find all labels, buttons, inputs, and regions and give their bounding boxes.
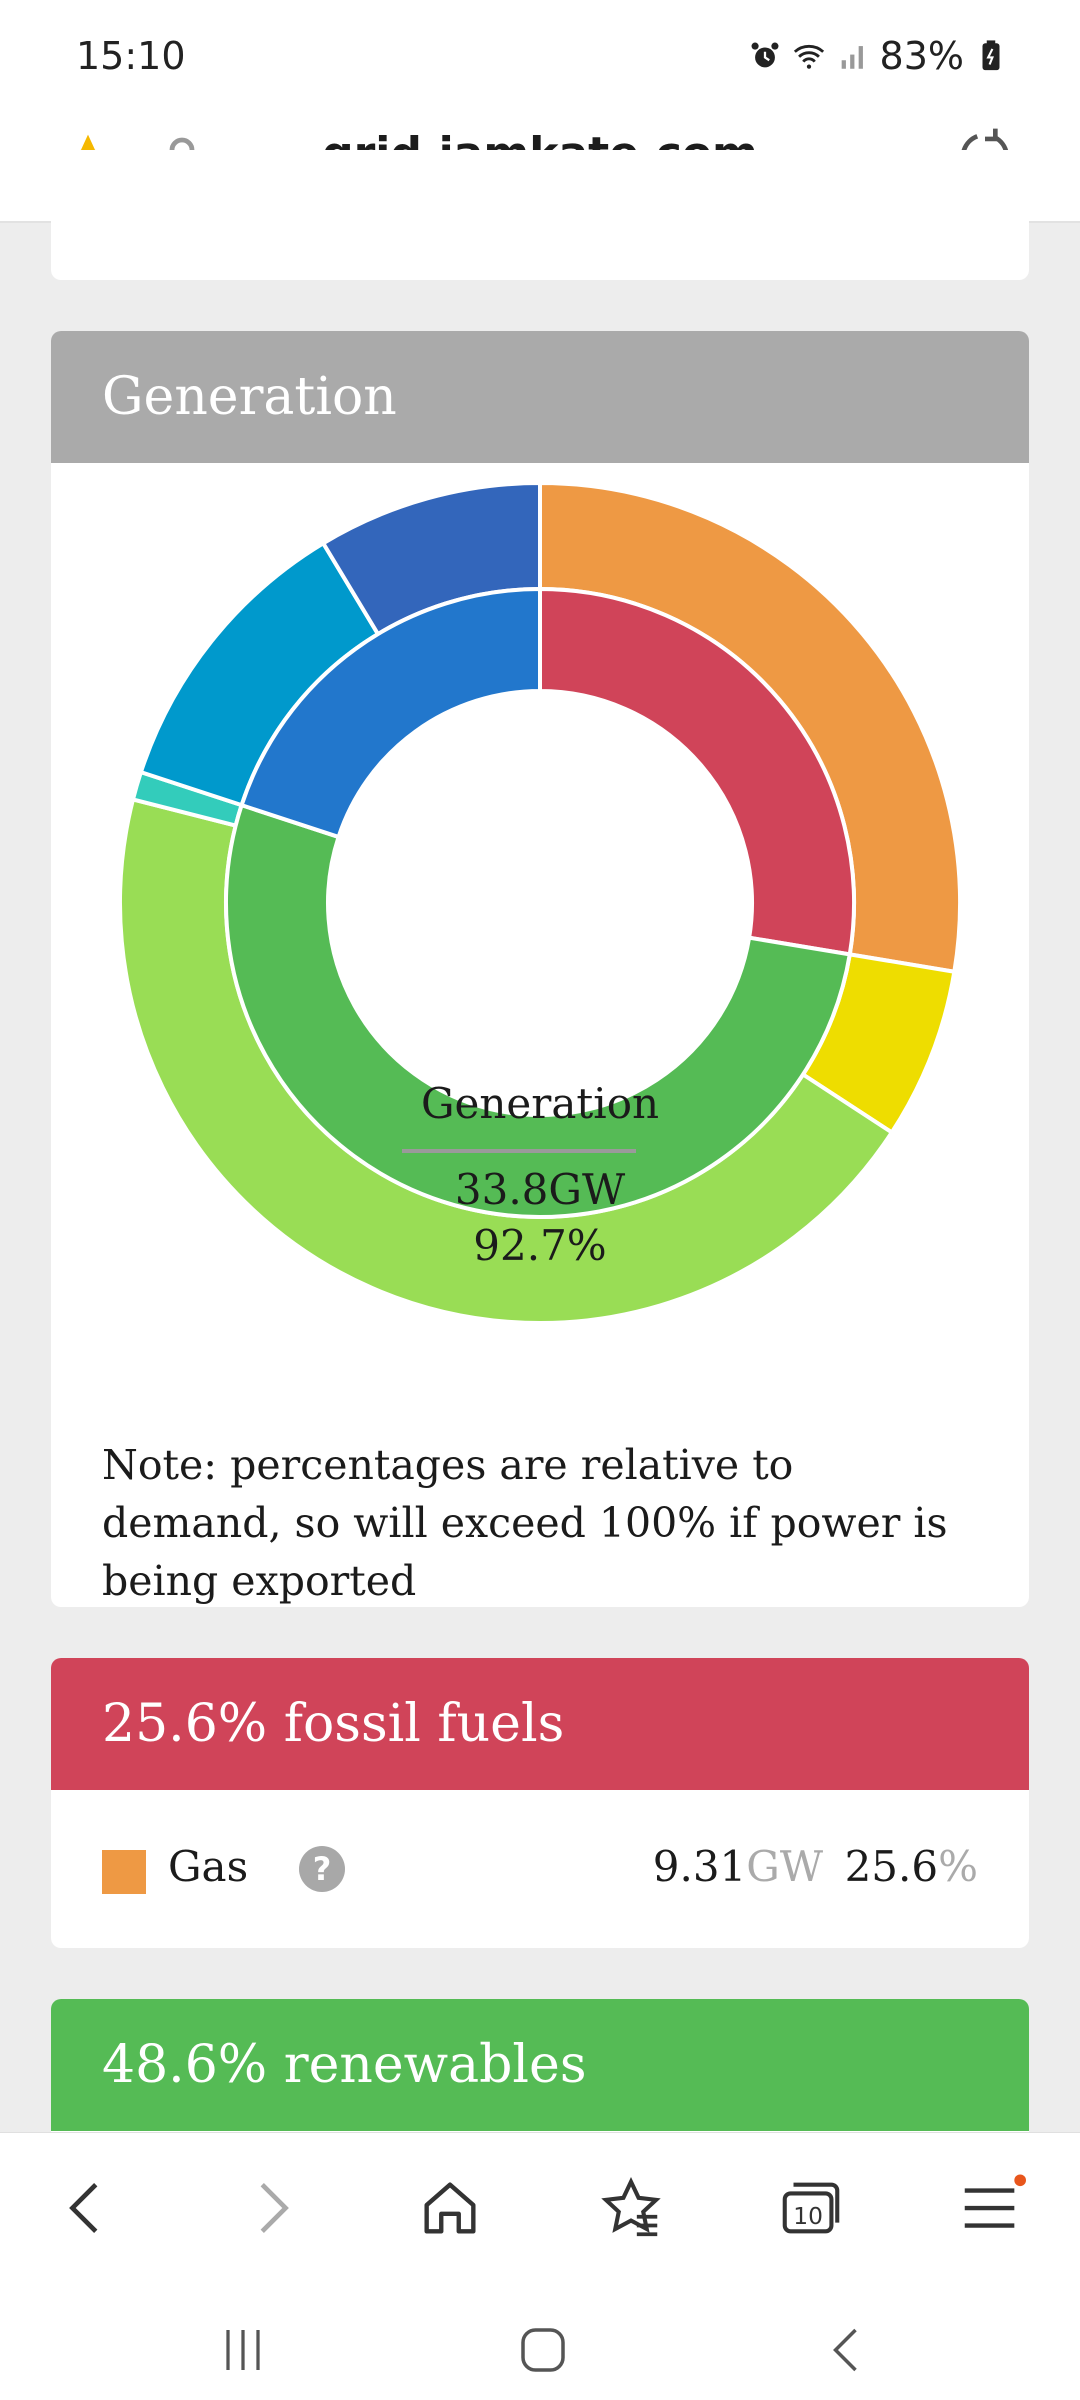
- system-nav-bar: [0, 2282, 1080, 2400]
- donut-center-divider: [402, 1149, 636, 1153]
- gas-swatch: [102, 1850, 146, 1894]
- renewables-card: 48.6% renewables: [51, 1999, 1029, 2132]
- inner-ring-segment-2[interactable]: [239, 586, 542, 840]
- gas-row: Gas ? 9.31GW 25.6%: [51, 1790, 1029, 1948]
- battery-icon: [982, 40, 1000, 71]
- gas-gw-value: 9.31: [652, 1842, 747, 1891]
- inner-ring-segment-1[interactable]: [224, 802, 853, 1219]
- browser-bottom-bar: 10: [0, 2132, 1080, 2283]
- status-icons: 83%: [748, 34, 1008, 78]
- bookmarks-icon[interactable]: [596, 2173, 666, 2243]
- generation-header: Generation: [51, 331, 1029, 463]
- generation-card: Generation Generation 33.8GW 92.7% Note:…: [51, 331, 1029, 1607]
- tabs-icon[interactable]: 10: [776, 2173, 846, 2243]
- gas-percent: 25.6%: [845, 1842, 978, 1891]
- previous-card: [51, 150, 1029, 280]
- home-button-icon[interactable]: [513, 2320, 573, 2380]
- back-icon[interactable]: [52, 2173, 122, 2243]
- gas-gw: 9.31GW: [653, 1842, 823, 1891]
- battery-percent: 83%: [879, 34, 964, 78]
- alarm-icon: [751, 42, 778, 68]
- donut-center-percent: 92.7%: [473, 1221, 607, 1270]
- wifi-icon: [793, 44, 824, 69]
- menu-icon[interactable]: [956, 2173, 1026, 2243]
- generation-note: Note: percentages are relative to demand…: [102, 1441, 948, 1605]
- recents-icon[interactable]: [213, 2320, 273, 2380]
- signal-icon: [841, 46, 863, 69]
- gas-label: Gas: [168, 1842, 249, 1891]
- fossil-fuels-header: 25.6% fossil fuels: [51, 1658, 1029, 1790]
- fossil-fuels-card: 25.6% fossil fuels Gas ? 9.31GW 25.6%: [51, 1658, 1029, 1948]
- forward-icon[interactable]: [236, 2173, 306, 2243]
- gas-percent-unit: %: [938, 1842, 978, 1891]
- donut-center-title: Generation: [420, 1079, 660, 1128]
- donut-center-gw: 33.8GW: [454, 1165, 626, 1214]
- help-icon[interactable]: ?: [299, 1846, 345, 1892]
- home-icon[interactable]: [415, 2173, 485, 2243]
- tabs-count: 10: [793, 2202, 823, 2230]
- generation-donut-chart: [118, 480, 962, 1325]
- status-time: 15:10: [76, 34, 186, 78]
- inner-ring-segment-0[interactable]: [538, 586, 856, 957]
- system-back-icon[interactable]: [818, 2320, 878, 2380]
- status-bar: 15:10 83%: [0, 0, 1080, 118]
- gas-gw-unit: GW: [746, 1842, 823, 1891]
- gas-percent-value: 25.6: [844, 1842, 939, 1891]
- renewables-header: 48.6% renewables: [51, 1999, 1029, 2131]
